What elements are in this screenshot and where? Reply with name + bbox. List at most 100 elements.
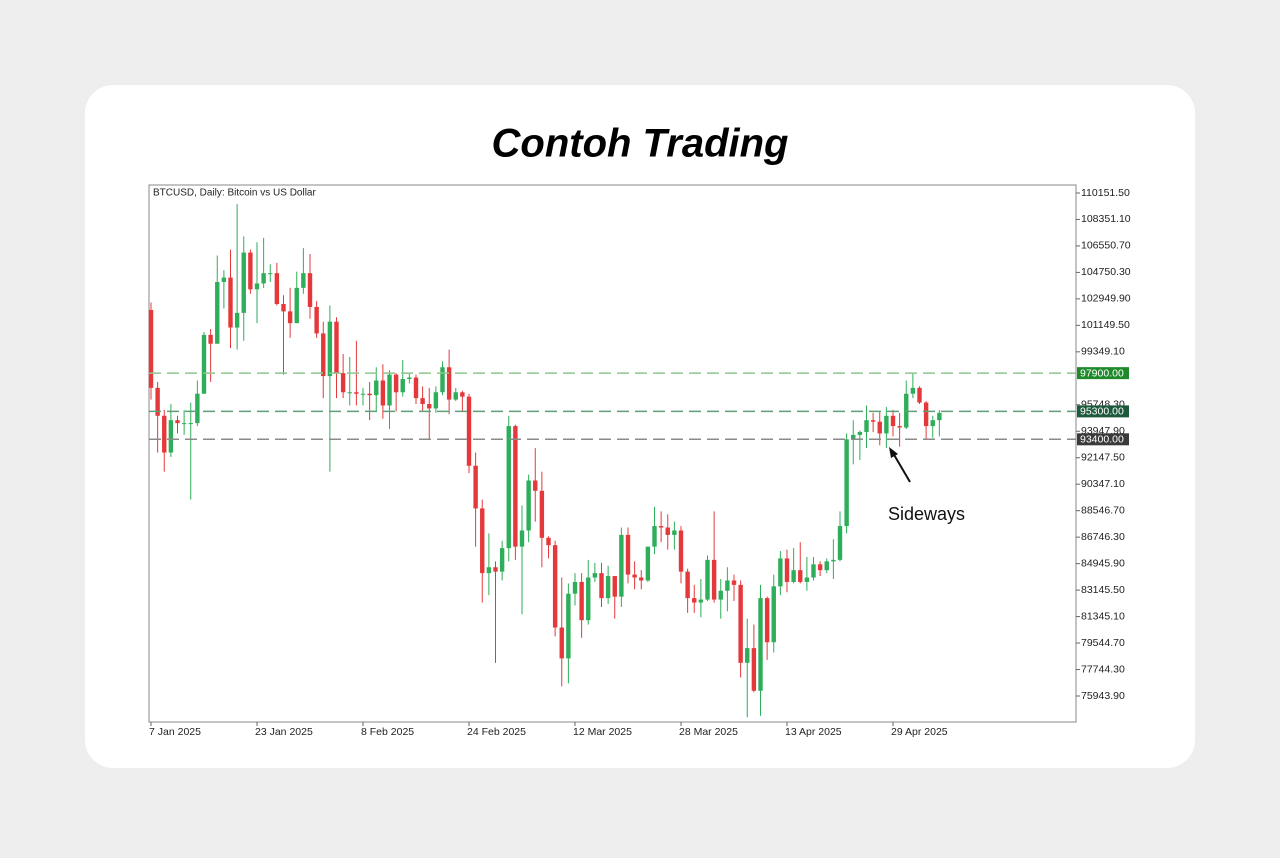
candle-body [798,570,803,582]
candle-body [559,627,564,659]
candle-body [453,392,458,400]
candle-body [248,252,253,290]
x-tick-label: 8 Feb 2025 [361,726,414,738]
candle-body [851,434,856,440]
candle-body [340,373,346,393]
level-label-box [1077,433,1129,446]
candle-body [619,534,624,597]
y-tick-label: 75943.90 [1081,690,1125,702]
candle-body [274,273,280,305]
candle-body [427,404,432,409]
candle-body [407,377,412,380]
candle-body [546,537,551,546]
candle-body [857,431,863,435]
candle-body [446,367,452,400]
candle-body [738,584,743,663]
candle-body [930,420,935,427]
candle-body [890,415,896,427]
y-tick-label: 110151.50 [1081,187,1130,199]
candle-body [413,377,419,399]
y-tick-label: 104750.30 [1081,266,1131,278]
annotation-arrow [892,452,911,483]
candle-body [195,393,200,424]
candle-body [705,559,710,600]
x-tick-label: 23 Jan 2025 [255,726,313,738]
candle-body [360,393,366,395]
candle-body [844,439,849,527]
level-label: 97900.00 [1080,367,1124,379]
y-tick-label: 86746.30 [1081,531,1125,543]
candle-body [592,573,598,578]
candle-body [870,420,876,422]
candle-body [327,321,333,377]
y-tick-label: 92147.50 [1081,452,1125,464]
candle-body [566,593,571,659]
candle-body [824,561,829,571]
candle-body [910,387,916,394]
candle-body [228,277,233,328]
candle-body [162,415,167,453]
candle-body [241,252,246,313]
x-tick-label: 29 Apr 2025 [891,726,948,738]
symbol-label: BTCUSD, Daily: Bitcoin vs US Dollar [153,188,316,199]
chart-title: Contoh Trading [492,122,789,166]
candle-body [466,396,472,466]
candle-body [321,333,326,377]
candle-body [758,598,763,691]
level-label: 93400.00 [1080,434,1124,446]
candle-body [612,576,617,597]
candle-body [533,480,538,491]
candle-body [380,380,386,406]
candle-body [718,590,723,600]
candle-body [215,281,220,344]
candle-body [261,273,266,284]
candle-body [725,580,730,591]
x-tick-label: 12 Mar 2025 [573,726,632,738]
candle-body [652,526,657,547]
x-tick-label: 24 Feb 2025 [467,726,526,738]
candle-body [294,287,299,324]
candle-body [778,558,783,587]
candle-body [605,576,611,599]
y-tick-label: 99349.10 [1081,346,1125,358]
candle-body [665,527,670,535]
candle-body [347,392,352,394]
candle-body [314,306,319,334]
candle-body [188,423,193,425]
candle-body [672,530,677,535]
candle-body [771,586,776,643]
candle-body [526,480,531,531]
level-label-box [1077,367,1129,380]
x-tick-label: 28 Mar 2025 [679,726,738,738]
candle-body [572,581,578,594]
candle-body [281,304,286,312]
candle-body [499,548,505,572]
y-tick-label: 102949.90 [1081,293,1131,305]
candle-body [234,312,240,328]
candle-body [307,273,313,307]
y-tick-label: 84945.90 [1081,557,1125,569]
y-tick-label: 108351.10 [1081,213,1131,225]
candle-body [599,573,604,599]
candle-body [791,570,796,582]
candle-body [764,598,770,643]
candle-body [751,648,757,691]
y-tick-label: 83145.50 [1081,584,1125,596]
candle-body [460,392,465,397]
candle-body [367,393,372,396]
candle-body [168,420,174,453]
candle-body [897,426,902,428]
candle-body [837,526,843,560]
y-tick-label: 79544.70 [1081,637,1125,649]
annotation: Sideways [888,504,965,524]
candle-body [678,530,684,572]
x-tick-label: 13 Apr 2025 [785,726,842,738]
candle-body [804,577,810,582]
candle-body [692,598,697,603]
candle-body [201,334,207,394]
candle-body [374,380,379,396]
candle-body [268,273,273,275]
annotation-arrowhead [889,447,898,458]
candle-body [658,526,664,528]
